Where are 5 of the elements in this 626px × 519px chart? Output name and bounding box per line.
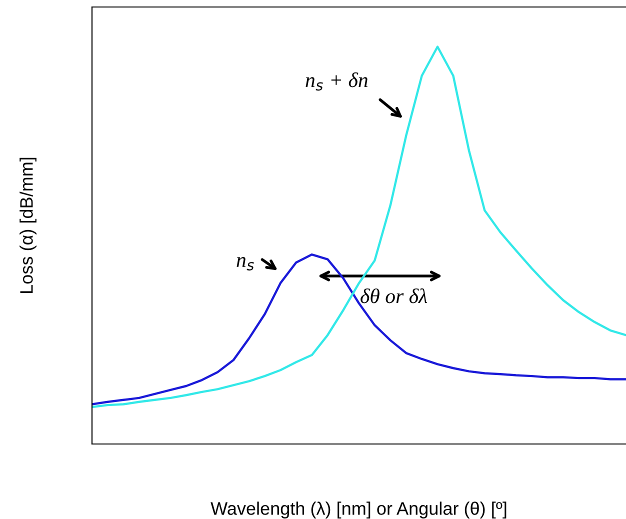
annotation: n$_{s}$ xyxy=(236,257,254,270)
annotation: n$_{s}$ + δn xyxy=(306,72,368,91)
x-axis-title: Wavelength (λ) [nm] or Angular (θ) [º] xyxy=(210,502,506,518)
y-axis-title: Loss (α) [dB/mm] xyxy=(20,158,36,293)
annotation: δθ or δλ xyxy=(360,288,428,304)
